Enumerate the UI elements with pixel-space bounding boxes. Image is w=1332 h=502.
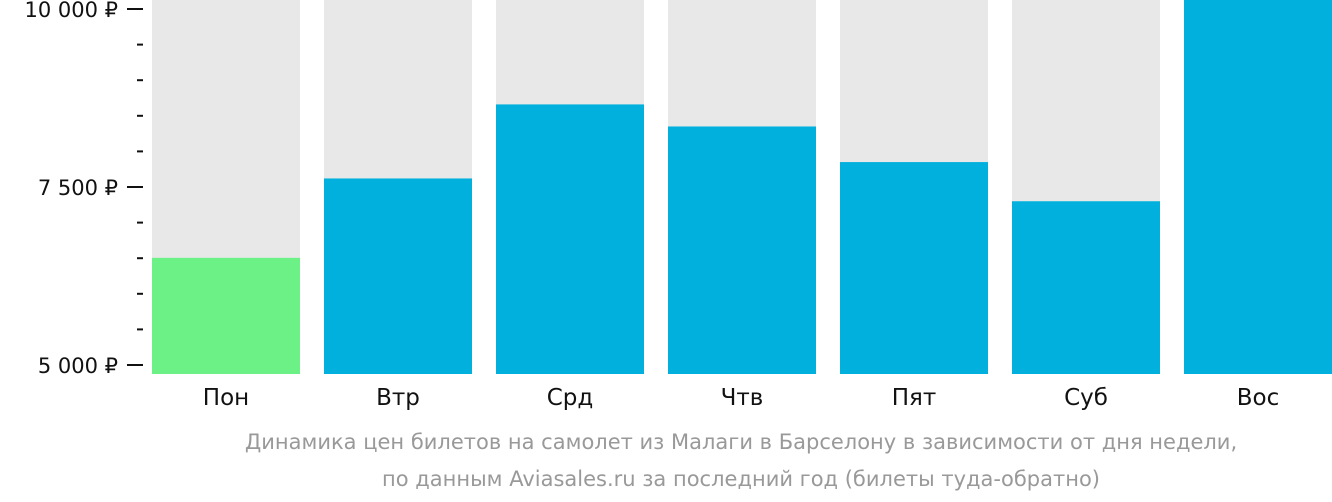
bar[interactable] [152,257,300,374]
y-axis: 10 000 ₽ 7 500 ₽ 5 000 ₽ [24,0,143,378]
bar[interactable] [496,104,644,375]
x-tick-label: Пят [892,385,937,411]
x-axis: Пон Втр Срд Чтв Пят Суб Вос [203,385,1279,411]
bar[interactable] [1184,0,1332,374]
chart-caption-line-1: Динамика цен билетов на самолет из Малаг… [244,430,1238,454]
bars-group [152,0,1332,375]
y-tick-label: 7 500 ₽ [38,176,118,200]
bar[interactable] [1012,201,1160,374]
bar[interactable] [840,162,988,374]
bar[interactable] [668,126,816,374]
y-tick-label: 10 000 ₽ [24,0,118,22]
y-tick-label: 5 000 ₽ [38,354,118,378]
x-tick-label: Вос [1237,385,1280,411]
x-tick-label: Чтв [721,385,764,411]
bar[interactable] [324,178,472,374]
x-tick-label: Суб [1064,385,1108,411]
chart-caption-line-2: по данным Aviasales.ru за последний год … [382,467,1100,491]
price-by-weekday-chart: 10 000 ₽ 7 500 ₽ 5 000 ₽ Пон Втр Срд Чтв Пят Су… [24,0,1332,411]
x-tick-label: Пон [203,385,249,411]
x-tick-label: Втр [376,385,420,411]
x-tick-label: Срд [547,385,594,411]
